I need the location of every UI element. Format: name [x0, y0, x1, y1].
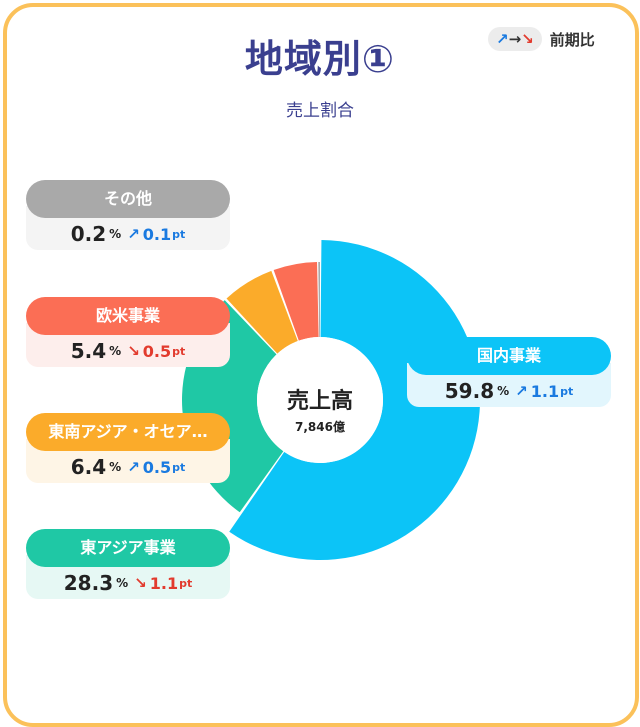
change-legend: ↗ → ↘ 前期比: [488, 26, 595, 52]
slice-domestic: [229, 240, 480, 561]
change-unit: pt: [172, 344, 186, 358]
category-card-southeast-asia-oceania: 東南アジア・オセア… 6.4 % ↗ 0.5 pt: [26, 413, 230, 483]
legend-arrows: ↗ → ↘: [488, 27, 542, 51]
category-card-domestic: 国内事業 59.8 % ↗ 1.1 pt: [407, 337, 611, 407]
change-value: 0.5: [142, 341, 172, 361]
share-unit: %: [109, 460, 122, 474]
share-value: 28.3: [63, 571, 114, 595]
arrow-up-icon: ↗: [496, 30, 509, 48]
arrow-down-icon: ↘: [521, 30, 534, 48]
category-label: 国内事業: [407, 337, 611, 375]
share-value: 5.4: [70, 339, 107, 363]
category-label: 東南アジア・オセア…: [26, 413, 230, 451]
category-label: 欧米事業: [26, 297, 230, 335]
change-unit: pt: [172, 227, 186, 241]
category-card-other: その他 0.2 % ↗ 0.1 pt: [26, 180, 230, 250]
change-value: 0.1: [142, 224, 172, 244]
category-label: その他: [26, 180, 230, 218]
slice-southeast-asia-oceania: [226, 270, 298, 354]
donut-center-total: 7,846億: [295, 420, 345, 434]
share-value: 59.8: [444, 379, 495, 403]
trend-up-icon: ↗: [127, 458, 140, 476]
donut-hole: [257, 337, 383, 463]
trend-up-icon: ↗: [127, 225, 140, 243]
category-label: 東アジア事業: [26, 529, 230, 567]
arrow-right-icon: →: [508, 30, 522, 48]
trend-down-icon: ↘: [127, 342, 140, 360]
chart-title: 地域別①: [244, 37, 396, 81]
share-unit: %: [109, 344, 122, 358]
share-unit: %: [116, 576, 129, 590]
change-value: 1.1: [530, 381, 560, 401]
change-unit: pt: [560, 384, 574, 398]
change-value: 0.5: [142, 457, 172, 477]
category-card-europe-us: 欧米事業 5.4 % ↘ 0.5 pt: [26, 297, 230, 367]
share-unit: %: [109, 227, 122, 241]
trend-up-icon: ↗: [515, 382, 528, 400]
change-value: 1.1: [149, 573, 179, 593]
change-unit: pt: [172, 460, 186, 474]
share-unit: %: [497, 384, 510, 398]
change-unit: pt: [179, 576, 193, 590]
donut-center-label: 売上高: [286, 389, 353, 414]
slice-europe-us: [273, 262, 319, 341]
slice-other: [318, 262, 320, 338]
chart-subtitle: 売上割合: [286, 101, 354, 121]
share-value: 0.2: [70, 222, 107, 246]
trend-down-icon: ↘: [134, 574, 147, 592]
share-value: 6.4: [70, 455, 107, 479]
legend-label: 前期比: [549, 30, 595, 49]
category-card-east-asia: 東アジア事業 28.3 % ↘ 1.1 pt: [26, 529, 230, 599]
